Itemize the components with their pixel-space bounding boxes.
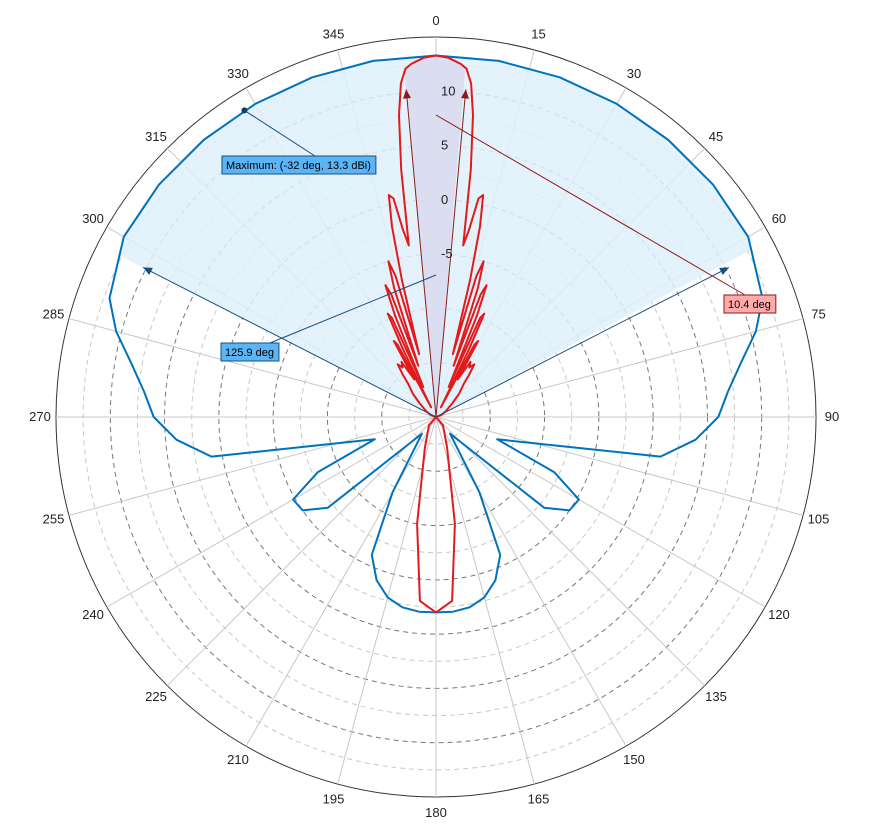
angle-tick-label: 195 xyxy=(323,792,345,807)
angle-tick-label: 90 xyxy=(825,409,839,424)
angle-tick-label: 300 xyxy=(82,211,104,226)
grid-spoke xyxy=(435,416,706,687)
angle-tick-label: 180 xyxy=(425,805,447,820)
angle-tick-label: 60 xyxy=(772,211,786,226)
wide-beam-left-line xyxy=(142,266,437,418)
angle-tick-label: 105 xyxy=(808,511,830,526)
grid-spoke xyxy=(337,416,437,785)
grid-spoke xyxy=(435,318,804,418)
grid-spoke xyxy=(435,416,766,608)
angle-tick-label: 210 xyxy=(227,752,249,767)
narrow-beam-left-arrowhead xyxy=(403,89,411,99)
grid-spoke xyxy=(68,318,437,418)
angle-tick-label: 30 xyxy=(627,66,641,81)
angle-tick-label: 255 xyxy=(43,511,65,526)
narrow-beam-curve xyxy=(384,54,488,614)
narrow-beam-right-line xyxy=(435,89,467,418)
narrow-beam-right-arrowhead xyxy=(461,89,469,99)
angle-tick-label: 330 xyxy=(227,66,249,81)
radial-tick-label: -5 xyxy=(441,246,453,261)
grid-spoke xyxy=(166,416,437,687)
angle-tick-label: 225 xyxy=(145,689,167,704)
maximum-annotation-label: Maximum: (-32 deg, 13.3 dBi) xyxy=(226,160,371,172)
series-layer xyxy=(108,54,764,614)
narrow-beamwidth-label: 10.4 deg xyxy=(728,299,771,311)
angle-tick-label: 345 xyxy=(323,26,345,41)
annotation-layer xyxy=(142,89,746,418)
wide-beam-right-line xyxy=(435,266,730,418)
grid-spoke xyxy=(245,416,437,747)
angle-tick-label: 165 xyxy=(528,792,550,807)
grid-spoke xyxy=(435,416,535,785)
narrow-beamwidth-box xyxy=(723,294,777,314)
wide-beamwidth-label: 125.9 deg xyxy=(225,347,274,359)
wide-beam-right-arrowhead xyxy=(719,267,729,276)
angle-tick-label: 240 xyxy=(82,607,104,622)
narrow-beam-leader xyxy=(435,114,746,296)
radial-tick-label: 10 xyxy=(441,83,455,98)
angle-tick-label: 0 xyxy=(432,13,439,28)
maximum-annotation: Maximum: (-32 deg, 13.3 dBi) xyxy=(221,155,377,175)
angle-tick-label: 15 xyxy=(531,26,545,41)
radial-tick-label: 5 xyxy=(441,138,448,153)
angle-tick-label: 150 xyxy=(623,752,645,767)
narrow-beam-sector-fill xyxy=(404,55,466,417)
wide-beamwidth-box xyxy=(220,342,280,362)
radial-tick-label: 0 xyxy=(441,192,448,207)
angle-tick-label: 315 xyxy=(145,129,167,144)
angle-tick-label: 270 xyxy=(29,409,51,424)
angle-tick-label: 135 xyxy=(705,689,727,704)
beam-fill-layer xyxy=(118,55,753,417)
maximum-annotation-box xyxy=(221,155,377,175)
wide-beam-left-arrowhead xyxy=(143,267,153,276)
angle-tick-label: 75 xyxy=(811,307,825,322)
axis-label-layer: 0153045607590105120135150165180195210225… xyxy=(29,13,839,820)
grid-spoke xyxy=(68,416,437,516)
grid-spoke xyxy=(106,416,437,608)
grid-spoke xyxy=(435,416,627,747)
angle-tick-label: 120 xyxy=(768,607,790,622)
maximum-leader xyxy=(244,109,316,157)
narrow-beam-left-line xyxy=(405,89,437,418)
angle-tick-label: 45 xyxy=(709,129,723,144)
wide-beam-leader xyxy=(269,274,437,344)
narrow-beamwidth-annotation: 10.4 deg xyxy=(723,294,777,314)
grid-spoke xyxy=(435,416,804,516)
wide-beamwidth-annotation: 125.9 deg xyxy=(220,342,280,362)
angle-tick-label: 285 xyxy=(43,307,65,322)
